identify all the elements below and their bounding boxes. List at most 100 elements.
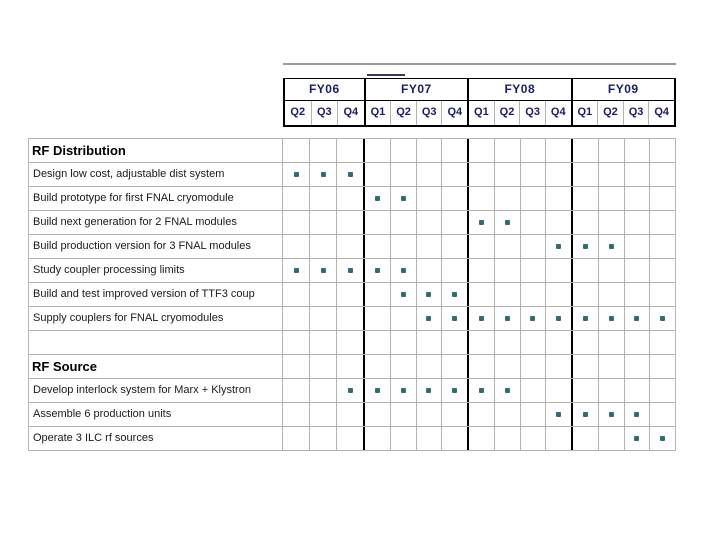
milestone-dot [374, 268, 380, 273]
year-group [467, 283, 571, 306]
quarter-cell [625, 139, 651, 162]
milestone-dot [374, 196, 380, 201]
year-group [283, 331, 363, 354]
quarter-cell [469, 355, 495, 378]
quarter-cell [365, 235, 391, 258]
milestone-dot [634, 316, 640, 321]
milestone-dot [608, 316, 614, 321]
milestone-dot [320, 172, 326, 177]
year-group [283, 139, 363, 162]
milestone-dot [452, 316, 458, 321]
task-label: Assemble 6 production units [29, 403, 283, 426]
quarter-label: Q1 [366, 101, 392, 125]
task-label: Build next generation for 2 FNAL modules [29, 211, 283, 234]
milestone-dot [426, 388, 432, 393]
quarter-cell [546, 427, 571, 450]
quarter-cell [625, 211, 651, 234]
year-group [571, 355, 675, 378]
year-group [363, 187, 467, 210]
task-row: Build prototype for first FNAL cryomodul… [29, 187, 675, 211]
quarter-cell [391, 307, 417, 330]
task-label: Build production version for 3 FNAL modu… [29, 235, 283, 258]
quarter-cell [442, 259, 467, 282]
quarter-cell [283, 427, 310, 450]
task-label: Develop interlock system for Marx + Klys… [29, 379, 283, 402]
milestone-dot [374, 388, 380, 393]
year-group [467, 307, 571, 330]
year-group [467, 235, 571, 258]
quarter-cell [599, 379, 625, 402]
quarter-cell [625, 187, 651, 210]
quarter-cell [573, 163, 599, 186]
quarter-cell [469, 427, 495, 450]
quarter-cell [495, 211, 521, 234]
quarter-cell [365, 427, 391, 450]
year-group [571, 211, 675, 234]
quarter-cell [625, 403, 651, 426]
quarter-cell [417, 211, 443, 234]
year-group [283, 259, 363, 282]
quarter-cell [625, 163, 651, 186]
year-group [283, 283, 363, 306]
task-row: Operate 3 ILC rf sources [29, 427, 675, 451]
quarter-cell [310, 403, 337, 426]
quarter-cell [337, 427, 363, 450]
year-group [467, 211, 571, 234]
quarter-cell [442, 283, 467, 306]
quarter-row: Q1 Q2 Q3 Q4 [469, 101, 570, 125]
milestone-dot [452, 292, 458, 297]
year-group [571, 163, 675, 186]
year-group [363, 331, 467, 354]
section-row: RF Distribution [29, 139, 675, 163]
quarter-cell [310, 307, 337, 330]
timeline-header: FY06 Q2 Q3 Q4 FY07 Q1 Q2 Q3 Q4 FY08 Q1 Q2 Q3 Q4 FY09 Q1… [283, 78, 676, 127]
year-group [467, 331, 571, 354]
milestone-dot [660, 436, 666, 441]
quarter-cell [546, 235, 571, 258]
decorative-top-line [283, 63, 676, 65]
quarter-cell [365, 139, 391, 162]
quarter-cell [625, 307, 651, 330]
quarter-cell [650, 355, 675, 378]
quarter-cell [310, 427, 337, 450]
quarter-cell [310, 163, 337, 186]
task-label: Build and test improved version of TTF3 … [29, 283, 283, 306]
task-row: Study coupler processing limits [29, 259, 675, 283]
year-group [363, 259, 467, 282]
quarter-cell [495, 427, 521, 450]
milestone-dot [400, 292, 406, 297]
quarter-cell [283, 259, 310, 282]
year-group [571, 187, 675, 210]
quarter-cell [283, 283, 310, 306]
quarter-label: Q4 [550, 106, 566, 118]
quarter-cell [521, 211, 547, 234]
quarter-cell [337, 355, 363, 378]
quarter-cell [417, 235, 443, 258]
quarter-cell [469, 259, 495, 282]
milestone-dot [478, 316, 484, 321]
quarter-cell [495, 235, 521, 258]
milestone-dot [504, 316, 510, 321]
quarter-cell [283, 163, 310, 186]
quarter-cell [442, 235, 467, 258]
quarter-cell [417, 331, 443, 354]
section-row: RF Source [29, 355, 675, 379]
year-group [571, 139, 675, 162]
year-group [571, 379, 675, 402]
quarter-cell [599, 355, 625, 378]
quarter-cell [442, 211, 467, 234]
quarter-cell [337, 403, 363, 426]
milestone-dot [478, 388, 484, 393]
quarter-cell [442, 163, 467, 186]
quarter-cell [573, 307, 599, 330]
quarter-cell [365, 307, 391, 330]
quarter-cell [521, 283, 547, 306]
quarter-cell [310, 355, 337, 378]
task-label: Design low cost, adjustable dist system [29, 163, 283, 186]
quarter-cell [417, 163, 443, 186]
quarter-cell [573, 283, 599, 306]
quarter-cell [417, 307, 443, 330]
task-row: Build next generation for 2 FNAL modules [29, 211, 675, 235]
year-group [363, 379, 467, 402]
quarter-cell [650, 211, 675, 234]
